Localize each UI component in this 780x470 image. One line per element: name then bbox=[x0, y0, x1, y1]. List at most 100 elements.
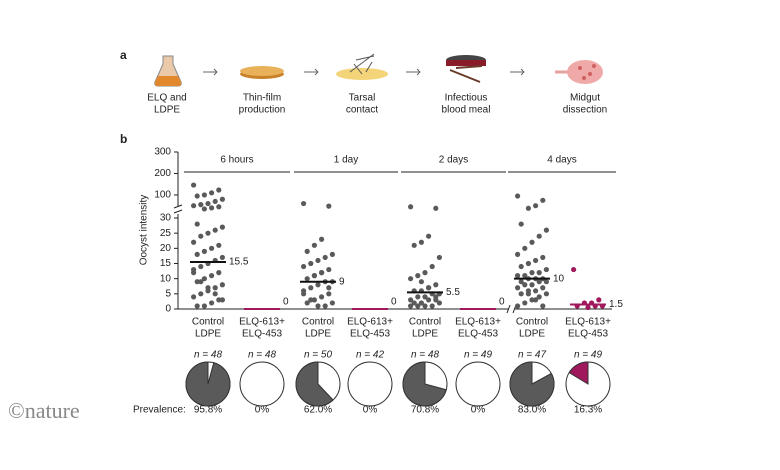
prevalence-label: 95.8% bbox=[194, 405, 222, 416]
data-point bbox=[301, 200, 307, 207]
data-point bbox=[319, 270, 325, 276]
y-tick-label: 300 bbox=[154, 147, 171, 158]
data-point bbox=[536, 233, 542, 239]
y-tick-label: 10 bbox=[160, 273, 172, 284]
data-point bbox=[525, 291, 532, 297]
data-point bbox=[518, 263, 524, 270]
data-point bbox=[216, 297, 222, 303]
condition-label: LDPE bbox=[519, 329, 545, 340]
median-label: 15.5 bbox=[229, 257, 249, 268]
data-point bbox=[191, 270, 197, 276]
data-point bbox=[308, 260, 314, 267]
data-point bbox=[194, 303, 200, 309]
data-point bbox=[433, 205, 439, 211]
prevalence-title: Prevalence: bbox=[133, 405, 186, 416]
group-title: 1 day bbox=[334, 155, 358, 166]
median-label: 0 bbox=[283, 297, 289, 308]
data-point bbox=[536, 294, 542, 300]
data-point bbox=[311, 297, 317, 303]
data-point bbox=[522, 282, 528, 288]
film-icon bbox=[240, 66, 284, 79]
n-label: n = 48 bbox=[194, 350, 223, 361]
data-point bbox=[571, 266, 577, 273]
data-point bbox=[408, 276, 414, 282]
data-point bbox=[529, 297, 535, 303]
condition-label: LDPE bbox=[305, 329, 331, 340]
y-tick-label: 0 bbox=[165, 304, 171, 315]
data-point bbox=[411, 242, 417, 248]
y-tick-label: 30 bbox=[160, 213, 172, 224]
data-point bbox=[415, 294, 421, 300]
data-point bbox=[415, 273, 421, 279]
data-point bbox=[191, 203, 197, 209]
data-point bbox=[315, 282, 321, 288]
n-label: n = 49 bbox=[464, 350, 493, 361]
n-label: n = 48 bbox=[248, 350, 277, 361]
data-point bbox=[201, 303, 207, 309]
condition-label: Control bbox=[302, 317, 334, 328]
data-point bbox=[326, 291, 332, 297]
data-point bbox=[326, 266, 332, 273]
pie-outline bbox=[347, 361, 393, 407]
data-point bbox=[212, 285, 218, 291]
pie-slice bbox=[295, 361, 334, 407]
data-point bbox=[308, 285, 314, 291]
data-point bbox=[522, 245, 528, 251]
data-point bbox=[515, 273, 521, 279]
data-point bbox=[408, 303, 414, 309]
condition-label: LDPE bbox=[412, 329, 438, 340]
data-point bbox=[518, 221, 524, 227]
data-point bbox=[418, 279, 424, 285]
pie-slice bbox=[402, 361, 447, 407]
data-point bbox=[433, 294, 439, 300]
data-point bbox=[198, 202, 204, 208]
group-title: 2 days bbox=[439, 155, 468, 166]
data-point bbox=[212, 227, 218, 233]
condition-label: ELQ-613+ bbox=[565, 317, 611, 328]
data-point bbox=[319, 236, 325, 242]
data-point bbox=[540, 285, 546, 291]
data-point bbox=[415, 303, 421, 309]
data-point bbox=[308, 297, 314, 303]
data-point bbox=[529, 239, 535, 245]
data-point bbox=[436, 300, 442, 306]
data-point bbox=[426, 285, 432, 291]
data-point bbox=[543, 291, 550, 297]
data-point bbox=[411, 300, 417, 306]
data-point bbox=[529, 270, 535, 276]
data-point bbox=[525, 260, 532, 267]
data-point bbox=[205, 200, 211, 207]
y-tick-label: 20 bbox=[160, 243, 172, 254]
data-point bbox=[219, 297, 225, 303]
pie-outline bbox=[239, 361, 285, 407]
prevalence-label: 0% bbox=[471, 405, 486, 416]
data-point bbox=[422, 303, 428, 309]
data-point bbox=[408, 297, 414, 303]
mosquito-icon bbox=[336, 53, 388, 80]
panel-label: a bbox=[120, 48, 127, 62]
step-label: production bbox=[239, 105, 286, 116]
data-point bbox=[596, 297, 602, 303]
data-point bbox=[540, 303, 546, 309]
group-title: 6 hours bbox=[220, 155, 253, 166]
flask-icon bbox=[154, 55, 182, 87]
data-point bbox=[426, 233, 432, 239]
data-point bbox=[515, 193, 521, 199]
data-point bbox=[205, 230, 211, 236]
y-tick-label: 100 bbox=[154, 190, 171, 201]
condition-label: ELQ-453 bbox=[458, 329, 498, 340]
data-point bbox=[540, 254, 546, 261]
condition-label: ELQ-453 bbox=[568, 329, 608, 340]
data-point bbox=[194, 279, 200, 285]
prevalence-label: 0% bbox=[255, 405, 270, 416]
data-point bbox=[525, 205, 532, 211]
data-point bbox=[436, 254, 442, 261]
median-label: 0 bbox=[499, 297, 505, 308]
data-point bbox=[418, 300, 424, 306]
data-point bbox=[304, 248, 310, 254]
data-point bbox=[422, 294, 428, 300]
data-point bbox=[304, 276, 310, 282]
prevalence-label: 62.0% bbox=[304, 405, 332, 416]
step-label: dissection bbox=[563, 105, 607, 116]
